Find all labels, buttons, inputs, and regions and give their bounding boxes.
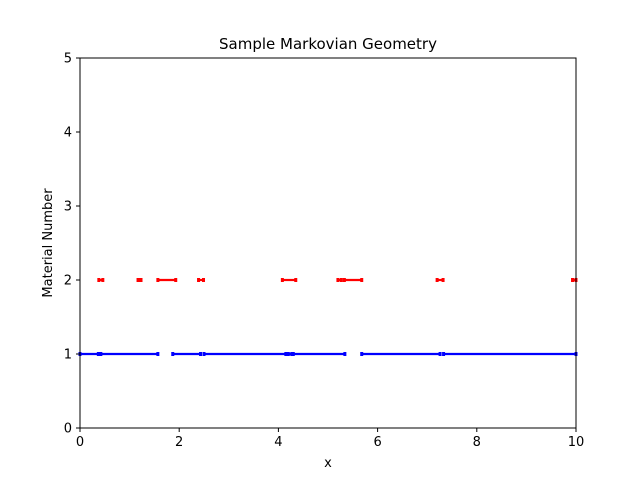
y-tick-label: 5 <box>64 52 72 67</box>
segment-end-marker <box>174 278 178 282</box>
segment-end-marker <box>99 352 103 356</box>
plot-area <box>78 57 578 429</box>
segment-end-marker <box>435 278 439 282</box>
segment-end-marker <box>96 352 100 356</box>
segment-end-marker <box>294 278 298 282</box>
segment-end-marker <box>197 278 201 282</box>
segment-end-marker <box>571 278 575 282</box>
chart-title: Sample Markovian Geometry <box>219 35 437 53</box>
y-axis-label: Material Number <box>41 188 56 298</box>
x-tick-label: 6 <box>373 435 381 450</box>
segment-end-marker <box>286 352 290 356</box>
y-tick-label: 1 <box>64 348 72 363</box>
y-tick-label: 0 <box>64 422 72 437</box>
series-2 <box>97 278 578 282</box>
segment-end-marker <box>156 278 160 282</box>
segment-end-marker <box>360 352 364 356</box>
x-tick-label: 2 <box>175 435 183 450</box>
segment-end-marker <box>343 352 347 356</box>
segment-end-marker <box>280 278 284 282</box>
segment-end-marker <box>441 278 445 282</box>
segment-end-marker <box>136 278 140 282</box>
x-axis-label: x <box>324 456 332 471</box>
segment-end-marker <box>156 352 160 356</box>
segment-end-marker <box>339 278 343 282</box>
x-axis-ticks: 0 2 4 6 8 10 <box>76 428 584 450</box>
segment-end-marker <box>139 278 143 282</box>
y-axis-ticks: 0 1 2 3 4 5 <box>64 52 80 437</box>
segment-end-marker <box>438 352 442 356</box>
segment-end-marker <box>291 352 295 356</box>
x-tick-label: 4 <box>274 435 282 450</box>
series-1 <box>78 352 578 356</box>
segment-end-marker <box>199 352 203 356</box>
segment-end-marker <box>284 352 288 356</box>
segment-end-marker <box>171 352 175 356</box>
segment-end-marker <box>202 278 206 282</box>
y-tick-label: 4 <box>64 126 72 141</box>
segment-end-marker <box>101 278 105 282</box>
segment-end-marker <box>360 278 364 282</box>
segment-end-marker <box>336 278 340 282</box>
y-tick-label: 3 <box>64 200 72 215</box>
segment-end-marker <box>342 278 346 282</box>
x-tick-label: 0 <box>76 435 84 450</box>
x-tick-label: 8 <box>473 435 481 450</box>
segment-end-marker <box>202 352 206 356</box>
y-tick-label: 2 <box>64 274 72 289</box>
segment-end-marker <box>442 352 446 356</box>
plot-frame <box>79 57 577 429</box>
series-layer <box>78 278 578 356</box>
x-tick-label: 10 <box>568 435 585 450</box>
segment-end-marker <box>97 278 101 282</box>
